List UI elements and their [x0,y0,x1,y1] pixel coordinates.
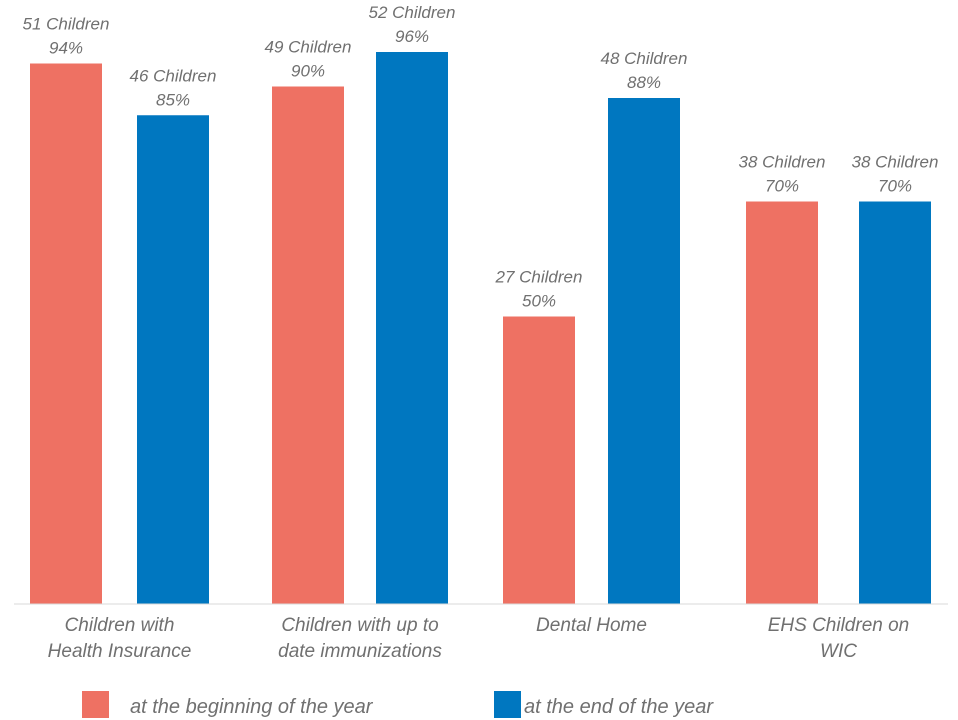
category-label: date immunizations [278,641,442,662]
bar-beginning-0 [30,63,102,604]
data-label: 49 Children [265,38,352,57]
data-label: 94% [49,39,83,58]
bar-end-0 [137,115,209,604]
category-label: Dental Home [536,615,647,636]
bar-beginning-3 [746,201,818,604]
data-labels-group: 51 Children 94% 49 Children 90% 27 Children 5… [23,3,939,311]
bars-group [30,52,931,604]
bar-beginning-2 [503,316,575,604]
data-label: 70% [765,177,799,196]
data-label: 85% [156,90,190,109]
bar-end-2 [608,98,680,604]
data-label: 90% [291,62,325,81]
legend: at the beginning of the year at the end o… [82,691,714,718]
category-labels-group: Children with Health Insurance Children wi… [48,615,910,662]
data-label: 52 Children [369,3,456,22]
data-label: 46 Children [130,66,217,85]
data-label: 50% [522,292,556,311]
category-label: Children with [65,615,175,636]
data-label: 48 Children [601,49,688,68]
bar-beginning-1 [272,86,344,604]
data-label: 38 Children [739,153,826,172]
data-label: 27 Children [495,268,583,287]
category-label: WIC [820,641,857,662]
data-label: 51 Children [23,15,110,34]
data-label: 38 Children [852,153,939,172]
legend-label-beginning: at the beginning of the year [130,696,374,718]
data-label: 88% [627,73,661,92]
category-label: Children with up to [281,615,438,636]
category-label: EHS Children on [768,615,910,636]
bar-end-3 [859,201,931,604]
data-label: 70% [878,177,912,196]
bar-end-1 [376,52,448,604]
category-label: Health Insurance [48,641,192,662]
data-label: 96% [395,27,429,46]
legend-swatch-beginning [82,691,109,718]
legend-label-end: at the end of the year [524,696,714,718]
legend-swatch-end [494,691,521,718]
